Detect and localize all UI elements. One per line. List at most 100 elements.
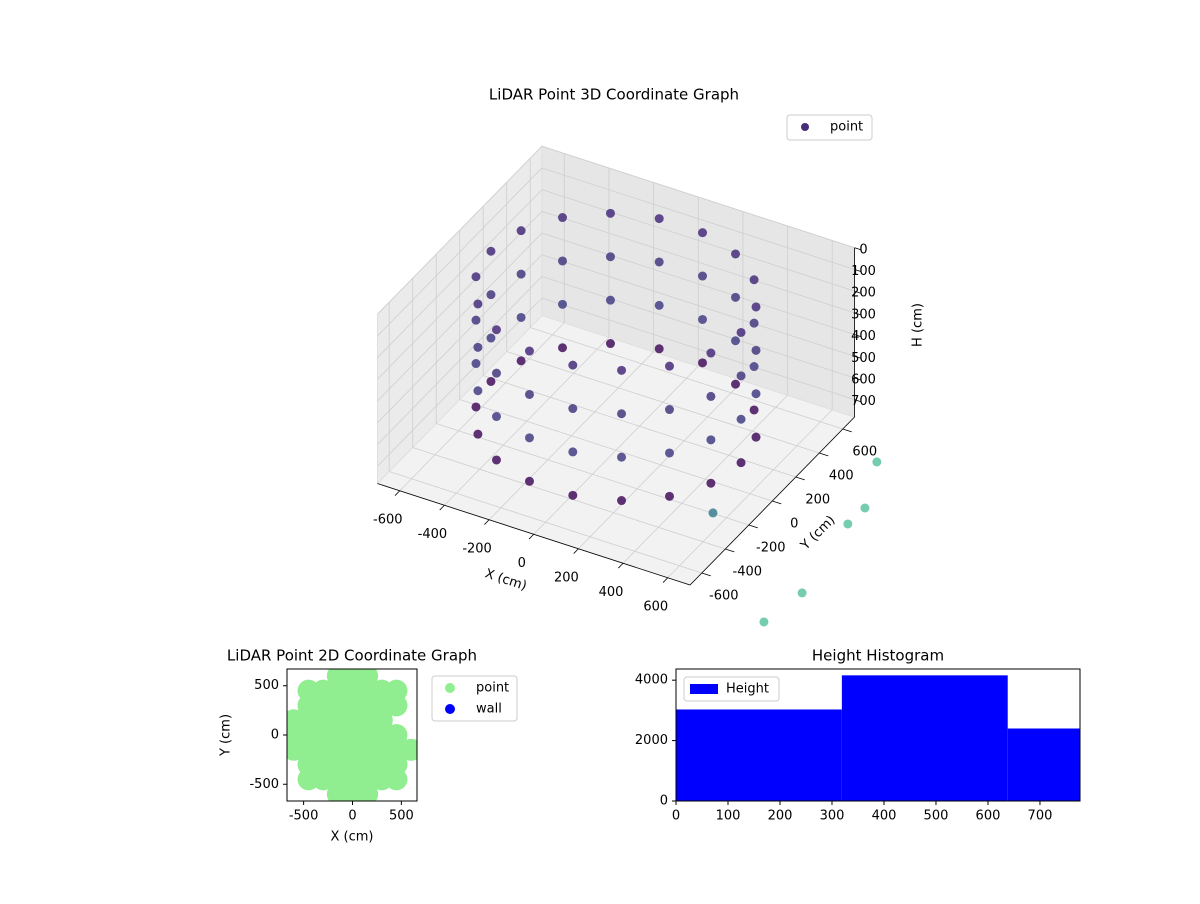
point: [654, 214, 664, 224]
point: [473, 429, 483, 439]
legend: point: [786, 114, 873, 141]
legend-label: wall: [476, 702, 502, 717]
grid-line: [377, 254, 543, 424]
point: [385, 694, 408, 717]
point: [736, 327, 746, 337]
bar: [1007, 728, 1080, 801]
point: [749, 362, 759, 372]
tick-mark: [748, 524, 758, 529]
tick-mark: [701, 572, 711, 577]
z-tick-label: 200: [851, 286, 876, 301]
point: [698, 314, 708, 324]
x-tick-label: 500: [389, 809, 414, 824]
x-tick-label: 200: [768, 809, 793, 824]
grid-line: [377, 211, 543, 380]
point: [860, 503, 870, 513]
point: [731, 249, 741, 259]
point: [568, 404, 578, 414]
point: [706, 391, 716, 401]
tick-mark: [854, 355, 862, 359]
point: [617, 409, 627, 419]
x-tick-label: 400: [872, 809, 897, 824]
point: [486, 376, 496, 386]
x-tick-label: 0: [348, 809, 356, 824]
point: [706, 435, 716, 445]
grid-line: [377, 297, 543, 467]
tick-mark: [725, 548, 735, 553]
z-tick-label: 500: [851, 351, 876, 366]
point: [617, 365, 627, 375]
x-tick-label: 700: [1028, 809, 1053, 824]
point: [471, 315, 481, 325]
point: [524, 476, 534, 486]
y-tick-label: 600: [852, 445, 877, 460]
point: [491, 412, 501, 422]
x-axis-label: X (cm): [331, 830, 374, 845]
point: [749, 405, 759, 415]
chart-title: LiDAR Point 3D Coordinate Graph: [489, 86, 739, 104]
x-tick-label: 200: [554, 570, 579, 585]
tick-mark: [842, 428, 852, 433]
point: [751, 389, 761, 399]
point: [486, 333, 496, 343]
point: [605, 339, 615, 349]
point: [516, 269, 526, 279]
point: [524, 346, 534, 356]
point: [736, 371, 746, 381]
point: [706, 478, 716, 488]
point: [568, 490, 578, 500]
point: [708, 508, 718, 518]
grid-line: [541, 232, 855, 335]
z-tick-label: 700: [851, 394, 876, 409]
point: [797, 588, 807, 598]
y-tick-label: -200: [756, 541, 786, 556]
bar: [841, 675, 1008, 801]
point: [736, 458, 746, 468]
tick-mark: [854, 334, 862, 338]
point: [706, 348, 716, 358]
grid-line: [541, 210, 855, 314]
point: [736, 414, 746, 424]
point: [872, 457, 882, 467]
point: [664, 448, 674, 458]
tick-mark: [795, 476, 805, 481]
legend: Height: [683, 676, 780, 702]
point: [759, 617, 769, 627]
point: [731, 336, 741, 346]
point: [664, 405, 674, 415]
point: [664, 491, 674, 501]
point: [491, 368, 501, 378]
legend-marker: [801, 123, 809, 131]
point: [558, 256, 568, 266]
chart-histogram: 0 100 200 300 400 500 600 700 0 2000 4000 Height Hi…: [635, 647, 1081, 824]
point: [471, 359, 481, 369]
tick-mark: [854, 399, 862, 403]
tick-mark: [854, 290, 862, 294]
tick-mark: [819, 452, 829, 457]
point: [516, 226, 526, 236]
grid-line: [412, 447, 726, 550]
y-tick-label: 500: [254, 678, 279, 693]
grid-line: [506, 351, 820, 454]
grid-line: [389, 471, 702, 574]
axes-frame: [675, 668, 1081, 802]
z-axis-label: H (cm): [911, 303, 926, 347]
x-tick-label: 400: [599, 585, 624, 600]
point: [473, 299, 483, 309]
point: [751, 432, 761, 442]
point: [654, 344, 664, 354]
point: [400, 738, 417, 761]
x-tick-label: -600: [373, 512, 403, 527]
grid-line: [459, 399, 773, 502]
y-tick-label: 0: [271, 728, 279, 743]
point: [491, 455, 501, 465]
x-tick-label: 0: [518, 556, 526, 571]
point: [385, 768, 408, 791]
grid-line: [541, 276, 855, 379]
x-tick-label: -200: [462, 541, 492, 556]
legend-marker: [445, 704, 455, 714]
point: [356, 783, 379, 801]
point: [731, 292, 741, 302]
point: [558, 299, 568, 309]
grid-line: [541, 297, 855, 401]
